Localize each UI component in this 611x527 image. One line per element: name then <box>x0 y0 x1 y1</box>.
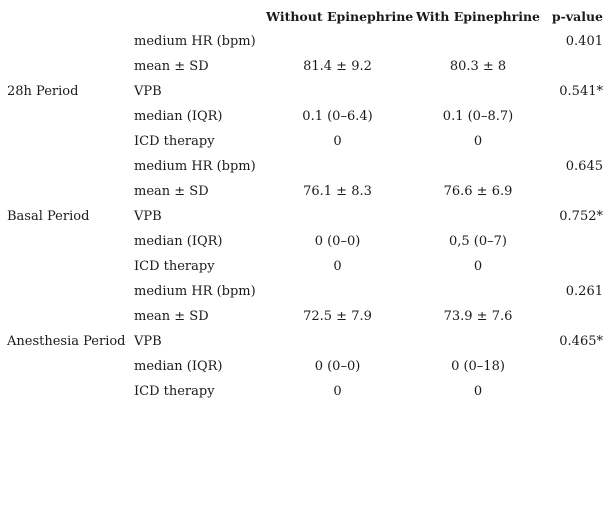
cell-with: 76.6 ± 6.9 <box>443 184 513 199</box>
cell-p-value: 0.401 <box>565 34 603 49</box>
row-label: ICD therapy <box>134 384 215 399</box>
cell-without: 0.1 (0–6.4) <box>302 109 373 124</box>
cell-with: 0.1 (0–8.7) <box>442 109 514 124</box>
cell-p-value: 0.541* <box>559 84 603 99</box>
period-label-anesthesia: Anesthesia Period <box>7 334 126 349</box>
row-label: medium HR (bpm) <box>134 284 256 299</box>
row-label: mean ± SD <box>134 309 209 324</box>
row-label: median (IQR) <box>134 359 223 374</box>
row-label: ICD therapy <box>134 259 215 274</box>
cell-without: 0 <box>333 259 342 274</box>
cell-with: 0 <box>473 259 483 274</box>
cell-with: 0 <box>473 134 483 149</box>
row-label: ICD therapy <box>134 134 215 149</box>
period-label-28h: 28h Period <box>7 84 79 99</box>
row-label: median (IQR) <box>134 234 223 249</box>
cell-with: 80.3 ± 8 <box>449 59 507 74</box>
row-label: VPB <box>134 334 162 349</box>
cell-with: 0,5 (0–7) <box>449 234 507 249</box>
cell-p-value: 0.645 <box>565 159 603 174</box>
row-label: mean ± SD <box>134 184 209 199</box>
cell-without: 76.1 ± 8.3 <box>303 184 372 199</box>
row-label: medium HR (bpm) <box>134 34 256 49</box>
cell-without: 81.4 ± 9.2 <box>303 59 372 74</box>
cell-without: 0 <box>333 384 342 399</box>
header-with-epinephrine: With Epinephrine <box>415 9 541 24</box>
period-label-basal: Basal Period <box>7 209 90 224</box>
header-without-epinephrine: Without Epinephrine <box>266 9 414 24</box>
cell-with: 0 (0–18) <box>451 359 505 374</box>
row-label: VPB <box>134 84 162 99</box>
cell-without: 0 <box>333 134 342 149</box>
cell-p-value: 0.261 <box>565 284 603 299</box>
cell-without: 0 (0–0) <box>314 359 361 374</box>
cell-p-value: 0.752* <box>559 209 603 224</box>
cell-without: 0 (0–0) <box>314 234 361 249</box>
cell-without: 72.5 ± 7.9 <box>303 309 372 324</box>
header-p-value: p-value <box>551 9 603 24</box>
cell-p-value: 0.465* <box>559 334 603 349</box>
cell-with: 73.9 ± 7.6 <box>443 309 513 324</box>
cell-with: 0 <box>473 384 483 399</box>
row-label: median (IQR) <box>134 109 223 124</box>
row-label: VPB <box>134 209 162 224</box>
row-label: medium HR (bpm) <box>134 159 256 174</box>
row-label: mean ± SD <box>134 59 209 74</box>
